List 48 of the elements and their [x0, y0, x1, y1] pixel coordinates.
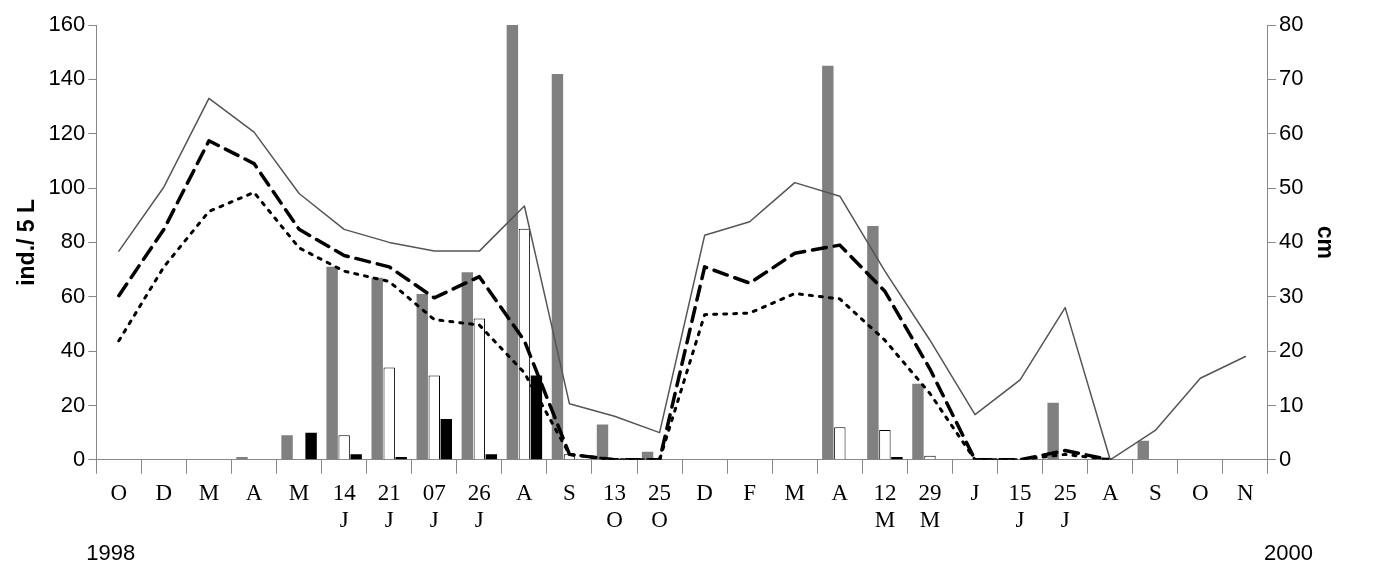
x-tick-label: A	[516, 479, 534, 505]
y2-tick-label: 10	[1278, 391, 1304, 417]
text: 1998	[86, 540, 136, 565]
y-tick-label: 140	[48, 65, 86, 91]
x-tick-label: 26 J	[467, 479, 491, 533]
x-tick-label: S	[563, 479, 576, 505]
text: 2000	[1263, 540, 1313, 565]
y-tick-label: 40	[60, 337, 86, 363]
x-tick-label: O	[1192, 479, 1209, 505]
y-tick-label: 0	[73, 445, 86, 471]
y2-tick-label: 40	[1278, 228, 1304, 254]
x-tick-label: 21 J	[377, 479, 401, 533]
x-tick-label: A	[1101, 479, 1119, 505]
y-tick-label: 100	[48, 174, 86, 200]
x-tick-label: J	[970, 479, 980, 505]
x-tick-label: M	[198, 479, 220, 505]
y2-tick-label: 0	[1278, 445, 1292, 471]
x-tick-label: F	[743, 479, 757, 505]
x-tick-label: 12 M	[873, 479, 897, 533]
x-tick-label: N	[1237, 479, 1255, 505]
x-tick-label: 07 J	[422, 479, 446, 533]
y-tick-label: 80	[60, 228, 86, 254]
x-tick-label: O	[110, 479, 128, 505]
x-tick-label: D	[696, 479, 713, 505]
y2-tick-label: 30	[1278, 282, 1304, 308]
x-tick-label: 25 O	[648, 479, 672, 533]
y2-tick-label: 70	[1278, 65, 1304, 91]
y-tick-label: 20	[60, 391, 86, 417]
y2-tick-label: 50	[1278, 174, 1304, 200]
y2-tick-label: 20	[1278, 337, 1304, 363]
x-tick-label: A	[245, 479, 263, 505]
y2-axis-title: cm	[1312, 225, 1339, 260]
x-tick-label: M	[784, 479, 805, 505]
y2-tick-label: 60	[1278, 119, 1304, 145]
x-tick-label: M	[288, 479, 310, 505]
x-tick-label: D	[155, 479, 173, 505]
y-tick-label: 60	[60, 282, 86, 308]
y-tick-label: 120	[48, 119, 86, 145]
x-tick-label: 15 J	[1008, 479, 1032, 533]
y2-tick-label: 80	[1278, 11, 1304, 37]
x-tick-label: A	[831, 479, 849, 505]
x-tick-label: S	[1148, 479, 1162, 505]
x-tick-label: 13 O	[603, 479, 627, 533]
x-tick-label: 14 J	[332, 479, 357, 533]
y-axis-title: ind./ 5 L	[13, 198, 40, 286]
x-tick-label: 29 M	[918, 479, 942, 533]
x-tick-label: 25 J	[1053, 479, 1077, 533]
y-tick-label: 160	[48, 11, 86, 37]
